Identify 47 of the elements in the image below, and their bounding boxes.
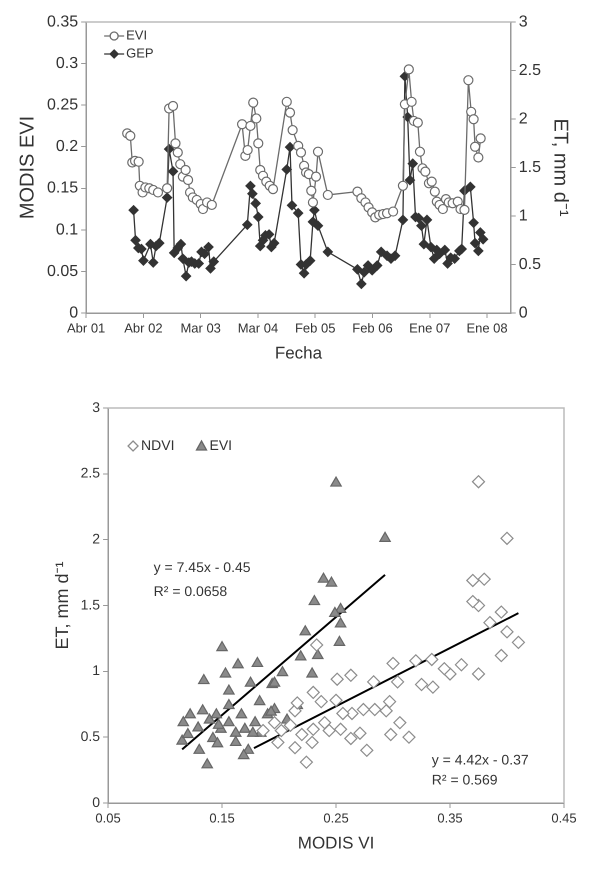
y-tick-label: 2.5 — [80, 464, 100, 481]
y-tick-label: 0.05 — [47, 262, 78, 280]
x-tick-label: 0.45 — [551, 810, 577, 826]
annotation: y = 4.42x - 0.37 — [432, 752, 529, 768]
legend-label: NDVI — [141, 436, 175, 453]
x-tick-label: 0.15 — [209, 810, 235, 826]
y-tick-label: 3 — [92, 398, 100, 415]
y-tick-label: 0.2 — [56, 138, 78, 156]
y-tick-label: 1 — [92, 662, 100, 678]
x-tick-label: 0.35 — [437, 810, 463, 826]
y-axis-title: MODIS EVI — [16, 116, 39, 220]
y2-tick-label: 1.5 — [518, 158, 542, 176]
y-tick-label: 2 — [92, 530, 100, 547]
x-axis-title: Fecha — [274, 343, 323, 362]
y-tick-label: 0.25 — [47, 96, 78, 114]
y2-tick-label: 3 — [518, 13, 528, 30]
x-tick-label: Ene 08 — [466, 320, 508, 336]
y2-tick-label: 0 — [518, 304, 528, 322]
y-tick-label: 0.5 — [80, 728, 100, 744]
y2-tick-label: 2.5 — [518, 62, 542, 79]
legend-label: EVI — [126, 28, 148, 43]
x-tick-label: Abr 02 — [124, 320, 163, 336]
x-tick-label: Mar 04 — [238, 320, 278, 336]
y-tick-label: 0 — [92, 794, 100, 810]
legend-label: EVI — [210, 436, 232, 453]
y-tick-label: 0.15 — [47, 180, 78, 197]
y-tick-label: 0.1 — [56, 221, 78, 238]
y2-tick-label: 0.5 — [518, 256, 542, 273]
x-tick-label: Feb 06 — [352, 320, 393, 336]
x-tick-label: Abr 01 — [66, 320, 106, 336]
x-tick-label: Feb 05 — [294, 320, 336, 336]
y2-axis-title: ET, mm d⁻¹ — [549, 118, 572, 217]
y-tick-label: 0.3 — [56, 54, 78, 72]
y-axis-title: ET, mm d⁻¹ — [52, 561, 72, 650]
y2-tick-label: 1 — [518, 207, 528, 224]
y-tick-label: 0 — [69, 304, 78, 322]
x-tick-label: 0.25 — [323, 810, 349, 826]
x-axis-title: MODIS VI — [298, 833, 374, 852]
y-tick-label: 1.5 — [80, 596, 100, 612]
y2-tick-label: 2 — [518, 110, 528, 128]
legend-label: GEP — [126, 46, 154, 61]
y-tick-label: 0.35 — [47, 13, 78, 30]
annotation: y = 7.45x - 0.45 — [154, 559, 251, 576]
x-tick-label: Mar 03 — [180, 320, 221, 336]
annotation: R² = 0.0658 — [154, 583, 228, 600]
x-tick-label: Ene 07 — [409, 320, 450, 336]
annotation: R² = 0.569 — [432, 772, 498, 788]
